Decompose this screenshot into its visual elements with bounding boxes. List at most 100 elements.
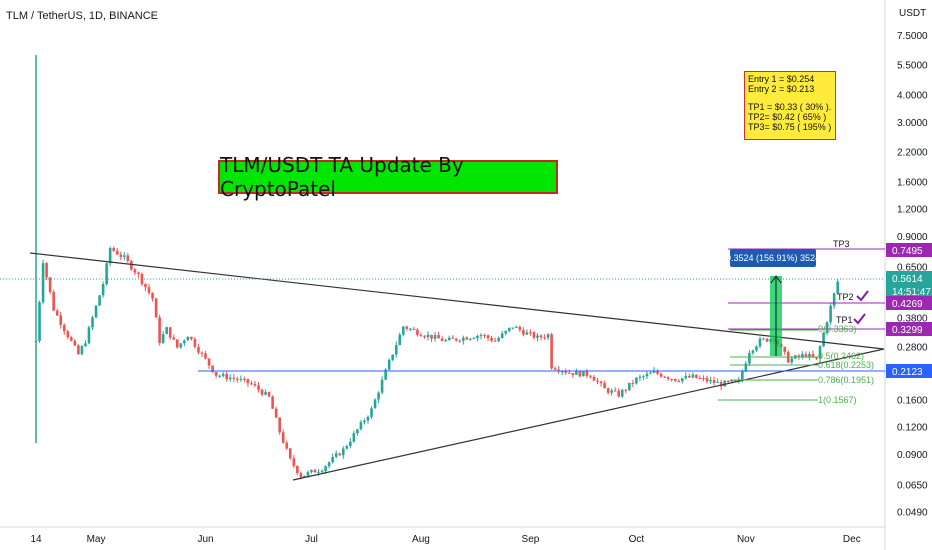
candle-body <box>663 376 666 378</box>
candle <box>762 337 765 340</box>
candle-body <box>345 446 349 449</box>
candle <box>130 259 133 271</box>
fib-label-1: 1(0.1567) <box>818 395 857 405</box>
candle-body <box>165 327 168 335</box>
candle-body <box>267 392 271 397</box>
candle <box>447 335 451 341</box>
candle <box>45 262 48 281</box>
candle-body <box>341 448 345 456</box>
fib-label-0.618: 0.618(0.2253) <box>818 360 874 370</box>
measure-label: 0.3524 (156.91%) 3524 <box>726 253 820 263</box>
candle-body <box>236 378 239 380</box>
candle <box>532 331 536 340</box>
candle <box>267 391 271 398</box>
candle <box>359 419 363 431</box>
candle <box>281 429 285 444</box>
candle <box>313 468 317 473</box>
candle <box>218 374 221 378</box>
tp3-label: TP3 <box>833 239 850 249</box>
candle <box>628 382 631 392</box>
candle <box>257 382 260 393</box>
candle-body <box>250 383 253 385</box>
candle <box>758 336 762 349</box>
candle <box>179 343 183 349</box>
candle-body <box>387 359 391 370</box>
candle-body <box>228 377 232 380</box>
candle-body <box>299 473 303 478</box>
target-1: TP1 = $0.33 ( 30% ). <box>748 102 832 112</box>
tp1-badge-value: 0.3299 <box>892 325 923 336</box>
candle <box>115 248 119 256</box>
candle <box>161 330 165 344</box>
candle-body <box>320 471 324 473</box>
support-badge <box>886 364 932 378</box>
candle-body <box>719 382 723 387</box>
candle <box>94 305 98 319</box>
candle-body <box>511 327 515 329</box>
candle-body <box>440 338 444 341</box>
candle-body <box>115 250 119 255</box>
candle-body <box>253 383 257 386</box>
candle <box>264 389 267 396</box>
candle <box>472 336 476 340</box>
candle-body <box>744 363 748 372</box>
candle-body <box>87 327 91 344</box>
candle-body <box>281 432 285 443</box>
candle-body <box>822 333 825 347</box>
candle <box>815 357 818 360</box>
candle <box>695 374 698 379</box>
candle-body <box>765 338 769 342</box>
price-tick-label: 0.0650 <box>897 481 928 492</box>
candle-body <box>373 399 377 409</box>
price-tick-label: 0.9000 <box>897 232 928 243</box>
tp1-badge <box>886 322 932 336</box>
candle <box>405 325 409 331</box>
time-axis-labels[interactable]: 14 May Jun Jul Aug Sep Oct Nov Dec <box>30 534 860 545</box>
candle-body <box>70 337 73 341</box>
candle <box>751 349 755 356</box>
candle-body <box>529 332 532 334</box>
candle <box>444 338 447 343</box>
candle <box>659 372 663 378</box>
candle <box>705 375 709 384</box>
candle <box>493 337 497 342</box>
candle <box>122 251 126 261</box>
candle-body <box>493 340 497 342</box>
candle <box>553 366 557 371</box>
candle-body <box>331 456 334 463</box>
price-tick-label: 2.2000 <box>897 147 928 158</box>
candle-body <box>469 338 472 340</box>
title-banner: TLM/USDT TA Update By CryptoPatel <box>218 153 558 201</box>
candle-body <box>52 292 55 311</box>
candle-body <box>324 466 327 472</box>
candle-body <box>214 372 218 376</box>
candle-body <box>144 283 147 288</box>
candle <box>589 374 592 379</box>
candle <box>744 360 748 373</box>
candle-body <box>804 354 808 357</box>
candle <box>391 354 394 362</box>
candle-body <box>635 377 638 384</box>
candle-body <box>476 335 479 339</box>
candle <box>331 453 334 464</box>
candle-body <box>394 345 398 355</box>
time-tick-label: Sep <box>522 534 540 545</box>
target-3: TP3= $0.75 ( 195% ) <box>748 122 832 132</box>
candle <box>546 332 550 341</box>
candle <box>691 372 695 379</box>
countdown-value: 14:51:47 <box>892 287 931 298</box>
fib-label-0: 0(0.3363) <box>818 324 857 334</box>
candle <box>610 388 613 396</box>
tp2-check-icon <box>856 290 869 302</box>
candle-body <box>748 352 751 364</box>
candle <box>673 378 677 382</box>
candle <box>341 446 345 459</box>
time-tick-label: Jul <box>305 534 318 545</box>
price-tick-label: 0.6500 <box>897 263 928 274</box>
candle <box>225 370 229 382</box>
candle <box>419 332 423 337</box>
price-tick-label: 0.3800 <box>897 314 928 325</box>
candle-body <box>352 433 356 442</box>
candle-body <box>546 334 550 338</box>
